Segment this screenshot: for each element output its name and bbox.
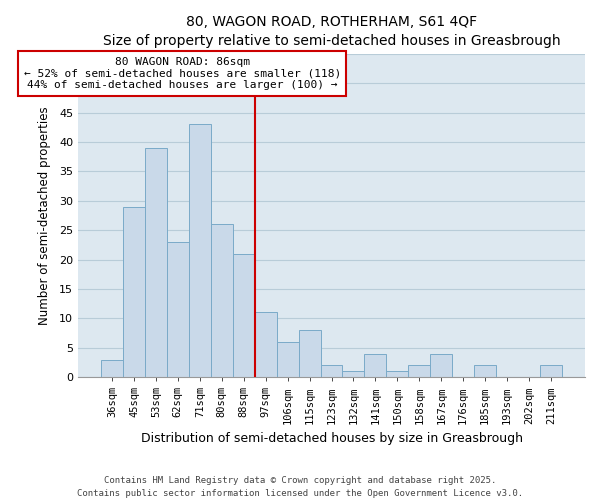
Bar (123, 206, 145, 377)
Bar (343, 372, 364, 377)
Bar (540, 366, 562, 377)
Bar (409, 366, 430, 377)
Bar (299, 330, 320, 377)
Bar (211, 224, 233, 377)
Bar (101, 360, 123, 377)
Bar (320, 366, 343, 377)
Bar (254, 312, 277, 377)
Bar (364, 354, 386, 377)
Text: 80 WAGON ROAD: 86sqm
← 52% of semi-detached houses are smaller (118)
44% of semi: 80 WAGON ROAD: 86sqm ← 52% of semi-detac… (23, 57, 341, 90)
Bar (233, 254, 254, 377)
Bar (145, 148, 167, 377)
Bar (430, 354, 452, 377)
Title: 80, WAGON ROAD, ROTHERHAM, S61 4QF
Size of property relative to semi-detached ho: 80, WAGON ROAD, ROTHERHAM, S61 4QF Size … (103, 15, 560, 48)
Y-axis label: Number of semi-detached properties: Number of semi-detached properties (38, 106, 50, 325)
Bar (167, 242, 189, 377)
Bar (277, 342, 299, 377)
Bar (189, 124, 211, 377)
Text: Contains HM Land Registry data © Crown copyright and database right 2025.
Contai: Contains HM Land Registry data © Crown c… (77, 476, 523, 498)
X-axis label: Distribution of semi-detached houses by size in Greasbrough: Distribution of semi-detached houses by … (140, 432, 523, 445)
Bar (386, 372, 409, 377)
Bar (474, 366, 496, 377)
